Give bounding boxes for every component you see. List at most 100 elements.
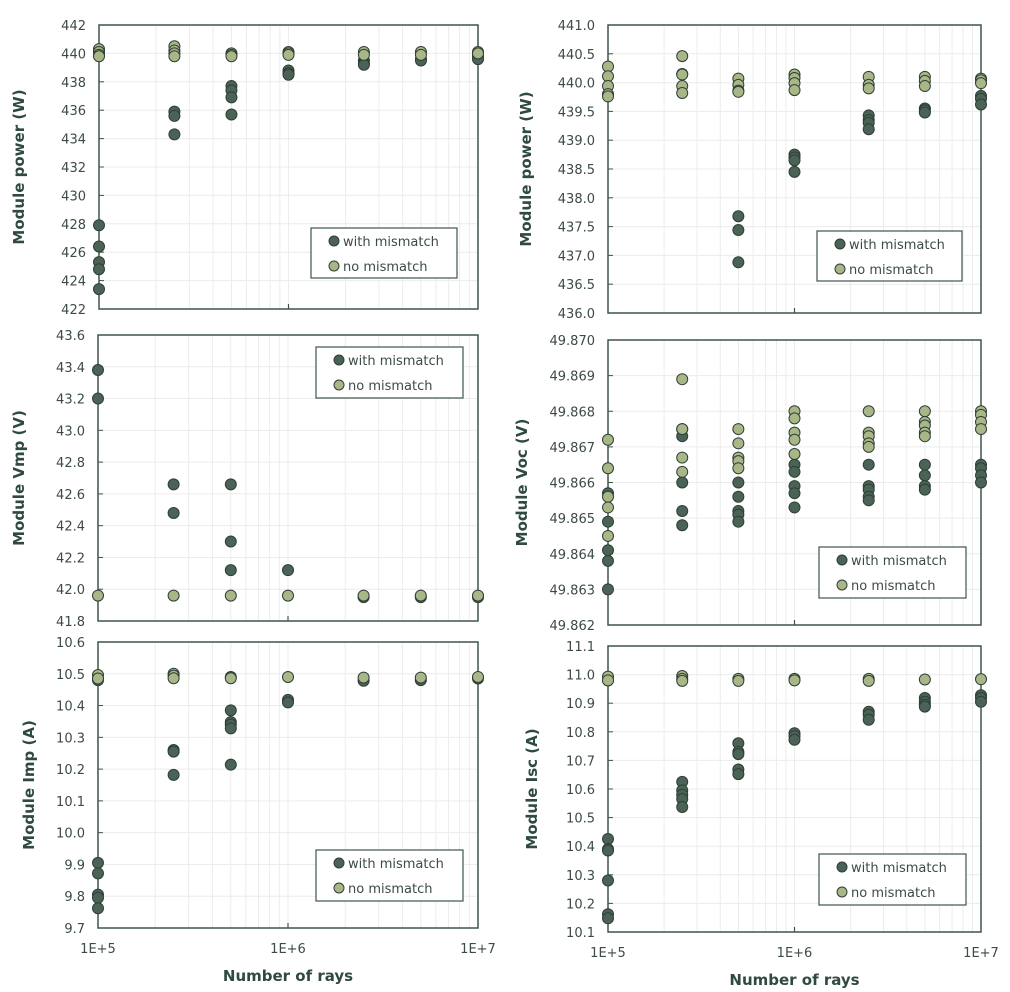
y-tick-label: 440.5: [558, 48, 595, 63]
legend: with mismatch no mismatch: [818, 853, 967, 906]
legend-label-with-mismatch: with mismatch: [851, 861, 947, 876]
data-point: [93, 283, 105, 296]
data-point: [472, 589, 484, 602]
data-point: [862, 494, 875, 507]
data-point: [788, 674, 801, 687]
data-point: [602, 874, 614, 887]
data-point: [676, 451, 689, 464]
legend-marker-no-mismatch: [834, 263, 846, 275]
y-tick-label: 436: [61, 104, 86, 119]
data-point: [224, 564, 237, 577]
y-axis-title: Module power (W): [517, 91, 535, 246]
data-point: [224, 722, 237, 735]
chart-panel-voc-right: 49.862 49.863 49.864 49.865 49.866 49.867 49.8…: [513, 334, 987, 634]
data-point: [918, 673, 931, 686]
y-tick-label: 10.1: [566, 926, 595, 941]
data-point: [224, 535, 237, 548]
data-point: [224, 758, 237, 771]
data-point: [602, 490, 614, 503]
legend-marker-no-mismatch: [328, 260, 340, 272]
y-axis-title: Module Voc (V): [513, 419, 531, 547]
data-point: [224, 589, 237, 602]
data-point: [918, 469, 931, 482]
data-point: [732, 674, 745, 687]
y-tick-label: 10.1: [56, 795, 85, 810]
data-point: [93, 263, 105, 276]
data-point: [93, 240, 105, 253]
legend-marker-with-mismatch: [836, 554, 848, 566]
legend-marker-no-mismatch: [333, 882, 345, 894]
data-point: [602, 515, 614, 528]
legend-marker-with-mismatch: [333, 354, 345, 366]
y-tick-label: 43.6: [56, 329, 85, 344]
y-tick-label: 10.2: [566, 897, 595, 912]
legend: with mismatch no mismatch: [816, 230, 963, 282]
x-tick-label: 1E+6: [777, 946, 813, 961]
y-tick-label: 430: [61, 189, 86, 204]
data-point: [282, 68, 295, 81]
legend-label-no-mismatch: no mismatch: [343, 260, 428, 275]
x-axis-title: Number of rays: [729, 971, 859, 989]
data-point: [676, 423, 689, 436]
y-tick-label: 10.6: [56, 636, 85, 651]
data-point: [357, 58, 370, 71]
x-tick-label: 1E+5: [80, 942, 116, 957]
legend-label-with-mismatch: with mismatch: [343, 235, 439, 250]
data-point: [602, 912, 614, 925]
y-tick-label: 41.8: [56, 615, 85, 630]
y-tick-label: 436.0: [558, 307, 595, 322]
data-point: [732, 85, 745, 98]
data-point: [918, 405, 931, 418]
y-tick-label: 49.865: [550, 512, 596, 527]
data-point: [732, 462, 745, 475]
series-no-mismatch: [602, 50, 987, 103]
legend: with mismatch no mismatch: [315, 849, 464, 902]
data-point: [975, 423, 987, 436]
y-tick-label: 10.8: [566, 726, 595, 741]
data-point: [676, 476, 689, 489]
data-point: [167, 672, 180, 685]
data-point: [676, 519, 689, 532]
y-tick-label: 49.869: [550, 370, 596, 385]
data-point: [224, 704, 237, 717]
data-point: [676, 465, 689, 478]
y-tick-label: 424: [61, 275, 86, 290]
data-point: [862, 440, 875, 453]
data-point: [676, 68, 689, 81]
y-tick-label: 10.9: [566, 697, 595, 712]
data-point: [732, 437, 745, 450]
chart-panel-vmp-left: 41.8 42.0 42.2 42.4 42.6 42.8 43.0 43.2 43.4 43.6…: [10, 329, 484, 630]
y-tick-label: 438.5: [558, 163, 595, 178]
data-point: [788, 154, 801, 167]
data-point: [918, 106, 931, 119]
data-point: [602, 529, 614, 542]
y-tick-label: 42.4: [56, 520, 85, 535]
legend-label-no-mismatch: no mismatch: [849, 263, 934, 278]
y-tick-label: 10.5: [566, 812, 595, 827]
legend-label-with-mismatch: with mismatch: [348, 857, 444, 872]
data-point: [602, 544, 614, 557]
data-point: [862, 123, 875, 136]
data-point: [357, 48, 370, 61]
data-point: [975, 695, 987, 708]
y-tick-label: 10.3: [56, 731, 85, 746]
series-no-mismatch: [93, 40, 484, 63]
x-tick-label: 1E+7: [460, 942, 496, 957]
data-point: [167, 506, 180, 519]
y-tick-label: 49.862: [550, 619, 596, 634]
data-point: [788, 501, 801, 514]
data-point: [602, 554, 614, 567]
data-point: [93, 50, 105, 63]
y-tick-label: 439.0: [558, 134, 595, 149]
data-point: [862, 713, 875, 726]
data-point: [167, 768, 180, 781]
data-point: [788, 487, 801, 500]
data-point: [92, 867, 104, 880]
y-tick-label: 422: [61, 303, 86, 318]
y-tick-label: 438: [61, 76, 86, 91]
y-tick-label: 10.4: [56, 700, 85, 715]
data-point: [676, 801, 689, 814]
data-point: [975, 476, 987, 489]
legend-label-no-mismatch: no mismatch: [348, 379, 433, 394]
